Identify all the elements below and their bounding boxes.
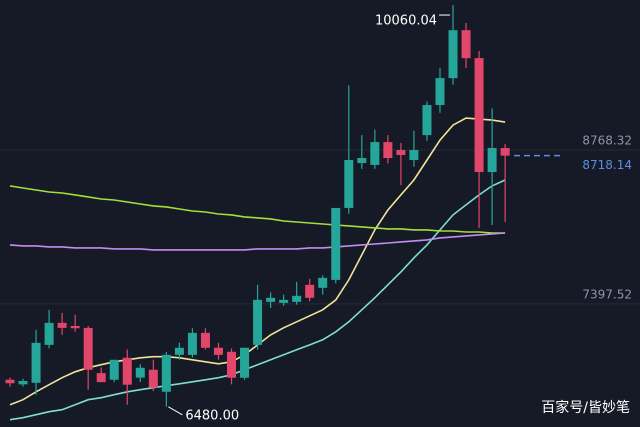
candle-body xyxy=(409,150,419,161)
candle-body xyxy=(135,367,145,378)
candle-body xyxy=(70,326,80,329)
y-tick-label: 8768.32 xyxy=(582,134,632,148)
candle-body xyxy=(435,78,445,106)
candle-body xyxy=(200,332,210,348)
candle-body xyxy=(240,347,250,378)
candle-body xyxy=(357,158,367,164)
annotation: 10060.04 xyxy=(375,14,437,29)
ma-line xyxy=(9,179,506,421)
candle-body xyxy=(253,299,263,345)
candle-body xyxy=(5,379,15,384)
candle-body xyxy=(487,148,497,173)
candle-body xyxy=(83,327,93,370)
annotation-leader xyxy=(168,406,183,416)
watermark: 百家号/皆妙笔 xyxy=(541,399,630,416)
candle-body xyxy=(227,351,237,378)
candle-body xyxy=(96,373,106,383)
candle-body xyxy=(370,142,380,165)
candle-body xyxy=(474,58,484,173)
candle-body xyxy=(383,142,393,159)
candle-body xyxy=(318,277,328,288)
candle-body xyxy=(500,148,510,156)
candle-body xyxy=(331,207,341,280)
candle-body xyxy=(18,380,28,385)
candle-body xyxy=(161,354,171,392)
candle-body xyxy=(448,30,458,79)
candle-body xyxy=(187,332,197,355)
y-tick-label: 7397.52 xyxy=(582,287,632,301)
candle-body xyxy=(174,347,184,355)
candle-body xyxy=(422,105,432,136)
candle-body xyxy=(213,347,223,355)
candle-body xyxy=(122,357,132,385)
candle-body xyxy=(44,322,54,345)
candle-body xyxy=(279,299,289,303)
candle-body xyxy=(31,342,41,383)
annotation: 6480.00 xyxy=(185,408,239,423)
candle-body xyxy=(305,284,315,298)
candle-body xyxy=(344,160,354,208)
candle-body xyxy=(292,295,302,302)
ma-line xyxy=(9,185,506,234)
candle-body xyxy=(266,297,276,302)
price-label: 8718.14 xyxy=(582,158,632,172)
candle-body xyxy=(57,322,67,328)
candle-body xyxy=(109,359,119,380)
candle-body xyxy=(396,150,406,155)
candle-body xyxy=(148,369,158,388)
candle-body xyxy=(461,30,471,59)
ma-line xyxy=(9,232,506,251)
